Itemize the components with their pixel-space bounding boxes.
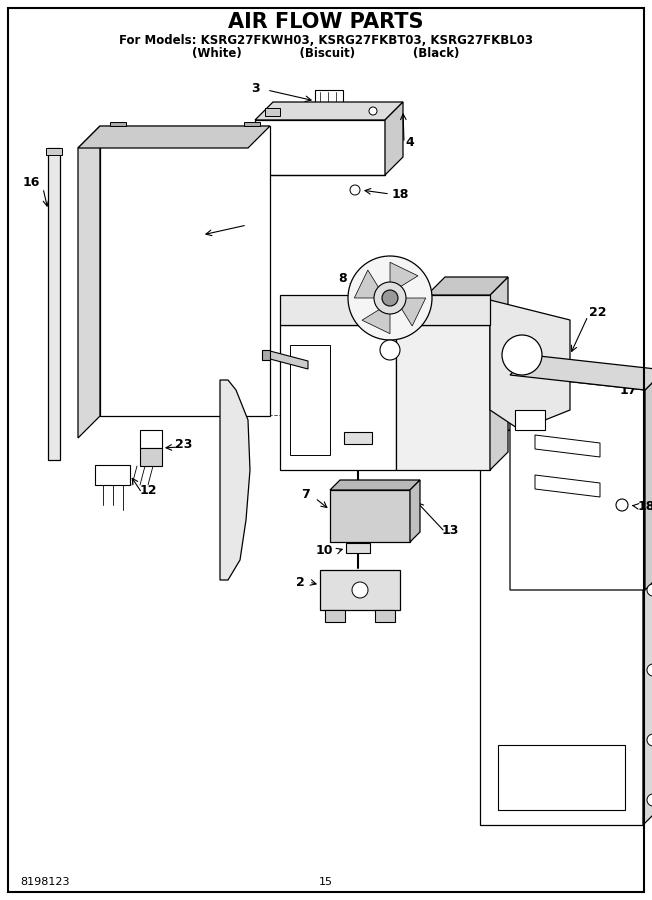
Text: 17: 17	[620, 383, 638, 397]
Polygon shape	[490, 277, 508, 470]
Text: 21: 21	[413, 448, 430, 462]
Polygon shape	[280, 325, 396, 470]
Polygon shape	[346, 543, 370, 553]
Text: 1: 1	[295, 379, 304, 392]
Text: 3: 3	[250, 82, 259, 94]
Circle shape	[374, 282, 406, 314]
Polygon shape	[535, 435, 600, 457]
Text: 5: 5	[228, 172, 237, 184]
Polygon shape	[344, 432, 372, 444]
Polygon shape	[280, 295, 490, 325]
Circle shape	[647, 584, 652, 596]
Text: 16: 16	[23, 176, 40, 188]
Text: For Models: KSRG27FKWH03, KSRG27FKBT03, KSRG27FKBL03: For Models: KSRG27FKWH03, KSRG27FKBT03, …	[119, 33, 533, 47]
Circle shape	[350, 185, 360, 195]
Circle shape	[369, 107, 377, 115]
Polygon shape	[325, 610, 345, 622]
Text: 14: 14	[318, 341, 336, 355]
Polygon shape	[375, 610, 395, 622]
Polygon shape	[390, 262, 418, 292]
Polygon shape	[262, 350, 270, 360]
Text: 15: 15	[319, 877, 333, 887]
Polygon shape	[78, 126, 270, 148]
Circle shape	[616, 499, 628, 511]
Polygon shape	[354, 270, 383, 298]
Polygon shape	[510, 355, 652, 390]
Text: (White)              (Biscuit)              (Black): (White) (Biscuit) (Black)	[192, 48, 460, 60]
Text: 4: 4	[406, 137, 415, 149]
Text: 18: 18	[391, 188, 409, 202]
Text: 2: 2	[296, 577, 305, 590]
Polygon shape	[396, 298, 426, 326]
Polygon shape	[244, 122, 260, 126]
Text: 22: 22	[589, 307, 607, 320]
Polygon shape	[535, 475, 600, 497]
Circle shape	[352, 582, 368, 598]
Polygon shape	[490, 300, 570, 430]
Polygon shape	[320, 570, 400, 610]
Polygon shape	[480, 410, 652, 430]
Polygon shape	[385, 102, 403, 175]
Polygon shape	[290, 345, 330, 455]
Polygon shape	[255, 120, 385, 175]
Circle shape	[647, 794, 652, 806]
Polygon shape	[498, 745, 625, 810]
Polygon shape	[48, 148, 60, 460]
Circle shape	[647, 734, 652, 746]
Text: 18: 18	[638, 500, 652, 514]
Text: 23: 23	[175, 438, 192, 452]
Polygon shape	[362, 304, 390, 334]
Polygon shape	[95, 465, 130, 485]
Polygon shape	[410, 480, 420, 542]
Polygon shape	[515, 410, 545, 430]
Polygon shape	[265, 108, 280, 116]
Polygon shape	[510, 375, 645, 590]
Text: 8198123: 8198123	[20, 877, 70, 887]
Circle shape	[380, 340, 400, 360]
Polygon shape	[110, 122, 126, 126]
Polygon shape	[140, 448, 162, 466]
Polygon shape	[100, 126, 270, 416]
Polygon shape	[480, 430, 643, 825]
Circle shape	[348, 256, 432, 340]
Text: 10: 10	[316, 434, 333, 446]
Text: 7: 7	[301, 489, 310, 501]
Text: 13: 13	[441, 524, 459, 536]
Polygon shape	[46, 148, 62, 155]
Text: 12: 12	[140, 483, 156, 497]
Circle shape	[647, 664, 652, 676]
Polygon shape	[78, 126, 100, 438]
Polygon shape	[427, 277, 508, 295]
Polygon shape	[330, 480, 420, 490]
Polygon shape	[645, 370, 652, 590]
Polygon shape	[330, 490, 410, 542]
Polygon shape	[220, 380, 250, 580]
Polygon shape	[255, 102, 403, 120]
Circle shape	[502, 335, 542, 375]
Circle shape	[382, 290, 398, 306]
Text: AIR FLOW PARTS: AIR FLOW PARTS	[228, 12, 424, 32]
Polygon shape	[643, 410, 652, 825]
Text: 8: 8	[338, 272, 348, 284]
Polygon shape	[270, 351, 308, 369]
Text: 10: 10	[316, 544, 333, 556]
Polygon shape	[315, 90, 343, 112]
Polygon shape	[140, 430, 162, 448]
Polygon shape	[396, 325, 490, 470]
